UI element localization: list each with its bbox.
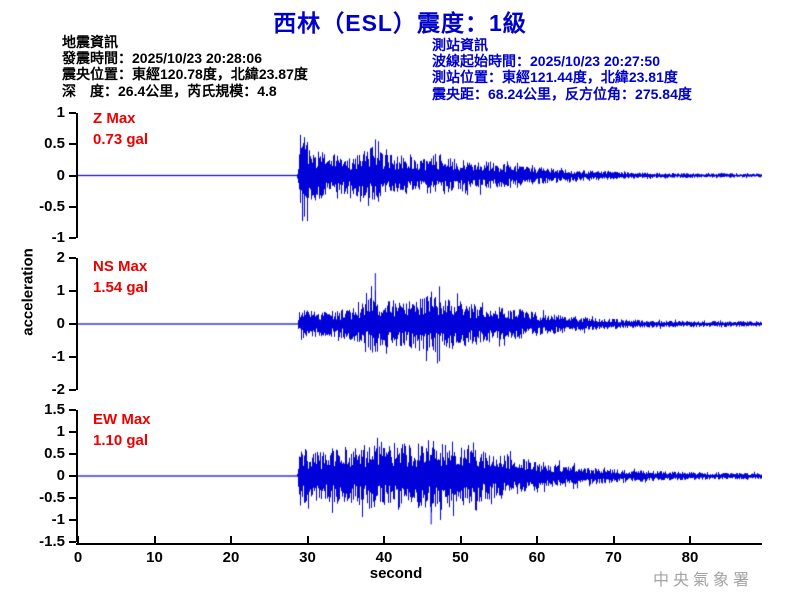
y-axis-tick	[69, 257, 76, 259]
earthquake-info-heading: 地震資訊	[62, 34, 118, 50]
y-axis-line-z	[76, 113, 78, 238]
y-axis-tick-label: -1	[51, 348, 65, 365]
agency-watermark: 中央氣象署	[652, 572, 753, 589]
y-axis-tick	[69, 389, 76, 391]
x-axis-tick-label: 80	[681, 549, 699, 566]
y-axis-tick-label: 0	[56, 315, 65, 332]
y-axis-tick-label: -2	[51, 381, 65, 398]
waveform-canvas-ew	[78, 410, 762, 542]
y-axis-line-ew	[76, 410, 78, 542]
x-axis-tick-label: 40	[375, 549, 393, 566]
y-axis-tick	[69, 475, 76, 477]
waveform-canvas-ns	[78, 258, 762, 390]
y-axis-tick	[69, 323, 76, 325]
station-info-heading: 測站資訊	[432, 37, 488, 53]
y-axis-tick-label: 0	[56, 166, 65, 184]
y-axis-tick-label: 1	[56, 104, 65, 121]
y-axis-tick	[69, 497, 76, 499]
station-distance-azimuth: 震央距：68.24公里，反方位角：275.84度	[432, 85, 692, 102]
x-axis-line	[76, 543, 762, 545]
y-axis-tick-label: 1.5	[44, 401, 65, 418]
y-axis-tick	[69, 290, 76, 292]
y-axis-tick-label: 0	[56, 467, 65, 484]
page-title: 西林（ESL）震度：1級	[273, 10, 527, 36]
y-axis-tick	[69, 174, 76, 177]
waveform-canvas-z	[78, 113, 762, 238]
y-axis-tick-label: -1	[51, 511, 65, 528]
station-location: 測站位置：東經121.44度，北緯23.81度	[432, 69, 678, 86]
y-axis-tick	[69, 205, 76, 208]
y-axis-tick-label: -0.5	[39, 197, 65, 215]
y-axis-tick	[69, 431, 76, 433]
x-axis-tick-label: 70	[605, 549, 622, 566]
earthquake-epicenter: 震央位置：東經120.78度，北緯23.87度	[62, 66, 308, 83]
earthquake-info-block: 地震資訊 發震時間：2025/10/23 20:28:06 震央位置：東經120…	[62, 34, 308, 99]
y-axis-tick	[69, 409, 76, 411]
x-axis-tick-label: 20	[222, 549, 240, 566]
y-axis-tick	[69, 453, 76, 455]
y-axis-tick	[69, 519, 76, 521]
x-axis-tick-label: 10	[146, 549, 163, 566]
station-info-block: 測站資訊 波線起始時間：2025/10/23 20:27:50 測站位置：東經1…	[432, 37, 692, 102]
y-axis-tick-label: 1	[56, 423, 65, 440]
y-axis-tick-label: -1	[51, 229, 65, 246]
y-axis-tick	[69, 237, 76, 239]
y-axis-tick	[69, 112, 76, 114]
x-axis-tick-label: 0	[73, 549, 83, 566]
x-axis-tick-label: 50	[452, 549, 469, 566]
y-axis-tick-label: -0.5	[39, 489, 65, 506]
y-axis-tick-label: -1.5	[39, 533, 65, 550]
y-axis-tick-label: 1	[56, 282, 65, 299]
station-wave-start-time: 波線起始時間：2025/10/23 20:27:50	[432, 53, 660, 70]
y-axis-tick	[69, 143, 76, 146]
y-axis-tick-label: 0.5	[44, 445, 65, 462]
y-axis-line-ns	[76, 258, 78, 390]
x-axis-tick-label: 60	[528, 549, 546, 566]
y-axis-tick	[69, 356, 76, 358]
y-axis-tick-label: 2	[56, 249, 65, 266]
earthquake-depth-magnitude: 深 度：26.4公里，芮氏規模：4.8	[62, 82, 277, 99]
y-axis-tick	[69, 541, 76, 543]
x-axis-label: second	[369, 565, 423, 582]
y-axis-tick-label: 0.5	[44, 135, 65, 153]
earthquake-origin-time: 發震時間：2025/10/23 20:28:06	[62, 50, 262, 67]
x-axis-tick-label: 30	[299, 549, 316, 566]
